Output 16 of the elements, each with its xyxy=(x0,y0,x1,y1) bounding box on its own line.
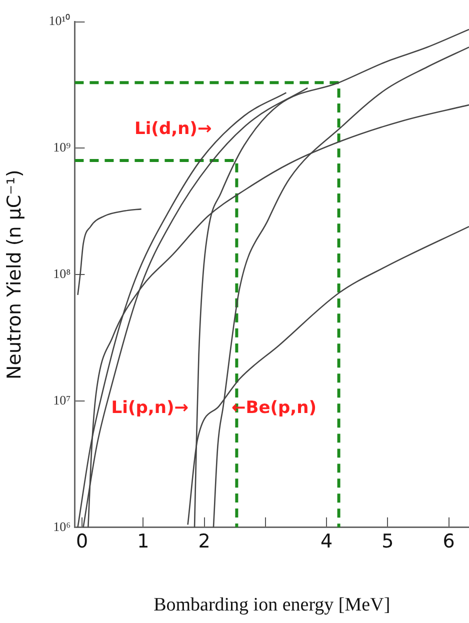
y-tick-label: 10⁹ xyxy=(53,140,72,155)
line-series xyxy=(77,208,142,296)
annotation: Li(p,n)→ xyxy=(111,398,188,418)
x-axis-title: Bombarding ion energy [MeV] xyxy=(154,594,390,616)
x-tick-label: 5 xyxy=(382,530,394,553)
y-tick-label: 10⁸ xyxy=(53,266,72,282)
x-tick-label: 6 xyxy=(442,530,455,553)
x-tick-label: 1 xyxy=(137,530,150,553)
y-tick-label: 10¹⁰ xyxy=(48,13,71,28)
y-axis-title: Neutron Yield (n μC⁻¹) xyxy=(3,170,26,380)
annotation: Li(d,n)→ xyxy=(134,119,212,140)
x-tick-label: 0 xyxy=(76,530,88,553)
y-tick-label: 10⁷ xyxy=(53,392,71,408)
y-tick-label: 10⁶ xyxy=(53,518,71,534)
x-tick-label: 2 xyxy=(198,530,210,553)
x-tick-label: 4 xyxy=(320,530,333,553)
